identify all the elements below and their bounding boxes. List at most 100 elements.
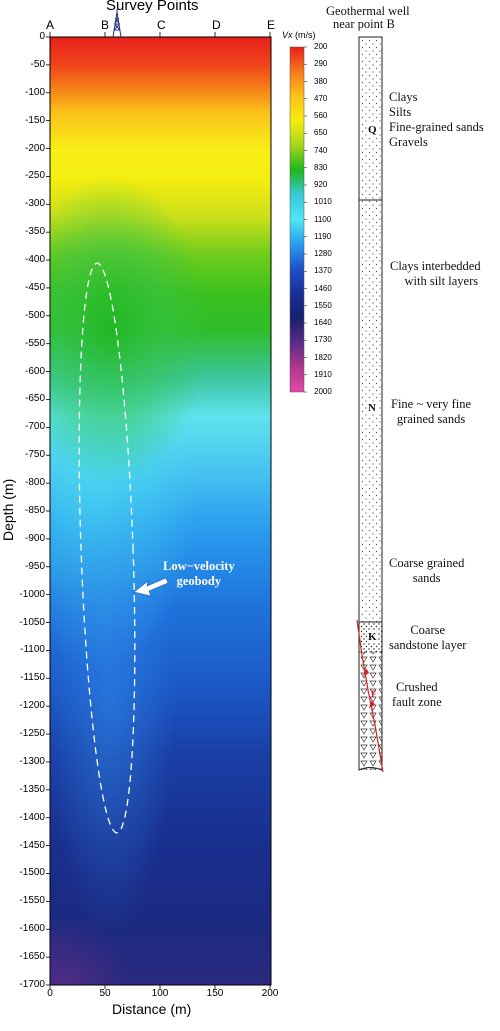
lithology-n-line6: sands: [412, 571, 441, 585]
y-tick-label: -400: [24, 254, 45, 266]
lithology-q-line3: Fine-grained sands: [389, 120, 484, 134]
well-header-line2: near point B: [333, 17, 395, 31]
y-tick-label: -250: [24, 170, 45, 182]
low-velocity-geobody-outline: [78, 262, 136, 834]
lithology-n-2: Fine ~ very fine grained sands: [391, 397, 471, 427]
survey-point-e: E: [267, 18, 276, 32]
colorbar-tick-label: 1910: [314, 369, 332, 379]
stratum-code-q: Q: [367, 124, 378, 136]
colorbar-tick-label: 1190: [314, 231, 332, 241]
annotation-arrow: [133, 577, 169, 597]
colorbar-tick-label: 560: [314, 111, 328, 120]
y-tick-label: -650: [24, 393, 45, 405]
colorbar-ramp: [289, 46, 305, 393]
y-tick-label: -150: [24, 114, 45, 126]
colorbar: [289, 46, 307, 393]
geobody-annotation-line1: Low−velocity: [163, 559, 235, 573]
y-tick-label: -900: [24, 532, 45, 544]
geobody-annotation: Low−velocity geobody: [163, 559, 235, 589]
geobody-annotation-line2: geobody: [176, 574, 222, 588]
colorbar-tick-label: 1100: [314, 214, 332, 224]
y-tick-label: -500: [24, 309, 45, 321]
y-axis-label: Depth (m): [0, 478, 16, 541]
lithology-q-line2: Silts: [389, 105, 412, 119]
colorbar-tick-label: 1640: [314, 318, 332, 327]
lithology-n-line1: Clays interbedded: [390, 259, 481, 273]
y-tick-label: 0: [39, 31, 45, 42]
lithology-q-line1: Clays: [389, 90, 418, 104]
stratum-code-k: K: [367, 631, 378, 643]
y-tick-label: -1550: [19, 895, 45, 907]
colorbar-tick-label: 290: [314, 59, 328, 69]
x-tick-label: 50: [99, 988, 111, 999]
lithology-k-line1: Coarse: [410, 623, 446, 637]
y-tick-label: -1700: [19, 979, 45, 990]
well-column-outline: [358, 36, 383, 771]
well-header: Geothermal well near point B: [326, 5, 410, 31]
y-tick-label: -600: [24, 365, 45, 377]
y-tick-label: -1050: [19, 616, 45, 628]
y-tick-label: -350: [24, 226, 45, 238]
colorbar-tick-label: 830: [314, 162, 328, 172]
colorbar-title-unit: (m/s): [292, 30, 316, 40]
y-tick-label: -1450: [19, 839, 45, 851]
colorbar-tick-label: 1010: [314, 197, 332, 207]
lithology-n-line3: Fine ~ very fine: [391, 397, 472, 411]
y-tick-label: -1100: [20, 644, 45, 656]
y-tick-label: -100: [24, 86, 45, 98]
x-tick-label: 0: [47, 988, 53, 999]
lithology-f-line1: Crushed: [395, 680, 438, 694]
y-tick-label: -1250: [19, 728, 45, 740]
stratum-code-n: N: [367, 402, 377, 414]
y-tick-label: -1400: [19, 811, 45, 823]
y-tick-label: -1150: [20, 672, 45, 684]
lithology-n-3: Coarse grained sands: [389, 556, 464, 586]
y-tick-label: -1500: [19, 867, 45, 879]
lithology-f-line2: fault zone: [392, 695, 442, 709]
lithology-n-line4: grained sands: [396, 412, 466, 426]
colorbar-tick-label: 920: [314, 180, 328, 189]
drill-rig-icon: [112, 9, 122, 38]
y-tick-label: -1000: [19, 588, 45, 600]
x-axis-label: Distance (m): [112, 1001, 192, 1017]
y-tick-label: -1200: [19, 700, 45, 712]
colorbar-title-symbol: Vx: [282, 30, 293, 40]
colorbar-title: Vx (m/s): [282, 30, 316, 40]
survey-point-b: B: [101, 18, 110, 32]
x-tick-label: 100: [151, 988, 169, 999]
colorbar-tick-label: 470: [314, 93, 328, 103]
y-tick-label: -550: [24, 337, 45, 349]
stratum-code-f: F: [371, 689, 377, 699]
colorbar-tick-label: 1820: [314, 352, 332, 362]
survey-point-c: C: [157, 18, 166, 32]
lithology-q: Clays Silts Fine-grained sands Gravels: [389, 90, 484, 150]
y-tick-label: -200: [24, 142, 45, 154]
y-tick-label: -1600: [19, 923, 45, 935]
velocity-section: [46, 9, 272, 989]
y-tick-label: -1650: [19, 951, 45, 963]
well-header-line1: Geothermal well: [326, 4, 410, 18]
y-tick-label: -750: [24, 449, 45, 461]
x-tick-label: 200: [261, 988, 279, 999]
colorbar-tick-label: 1550: [314, 300, 332, 310]
y-tick-label: -1350: [19, 783, 45, 795]
colorbar-tick-label: 200: [314, 42, 328, 51]
survey-point-a: A: [46, 18, 55, 32]
y-tick-label: -700: [24, 421, 45, 433]
y-tick-label: -1300: [19, 755, 45, 767]
lithology-n-line5: Coarse grained: [389, 556, 465, 570]
colorbar-tick-label: 650: [314, 128, 328, 138]
colorbar-tick-label: 1280: [314, 249, 332, 258]
survey-point-d: D: [212, 18, 221, 32]
colorbar-tick-label: 1730: [314, 335, 332, 345]
y-tick-label: -50: [30, 58, 45, 70]
lithology-n-1: Clays interbedded with silt layers: [390, 259, 481, 289]
lithology-n-line2: with silt layers: [404, 274, 479, 288]
lithology-k: Coarse sandstone layer: [389, 623, 466, 653]
y-tick-label: -800: [24, 477, 45, 489]
survey-points-title: Survey Points: [106, 0, 199, 14]
colorbar-tick-label: 380: [314, 76, 328, 86]
colorbar-tick-label: 740: [314, 145, 328, 155]
y-tick-label: -300: [24, 198, 45, 210]
